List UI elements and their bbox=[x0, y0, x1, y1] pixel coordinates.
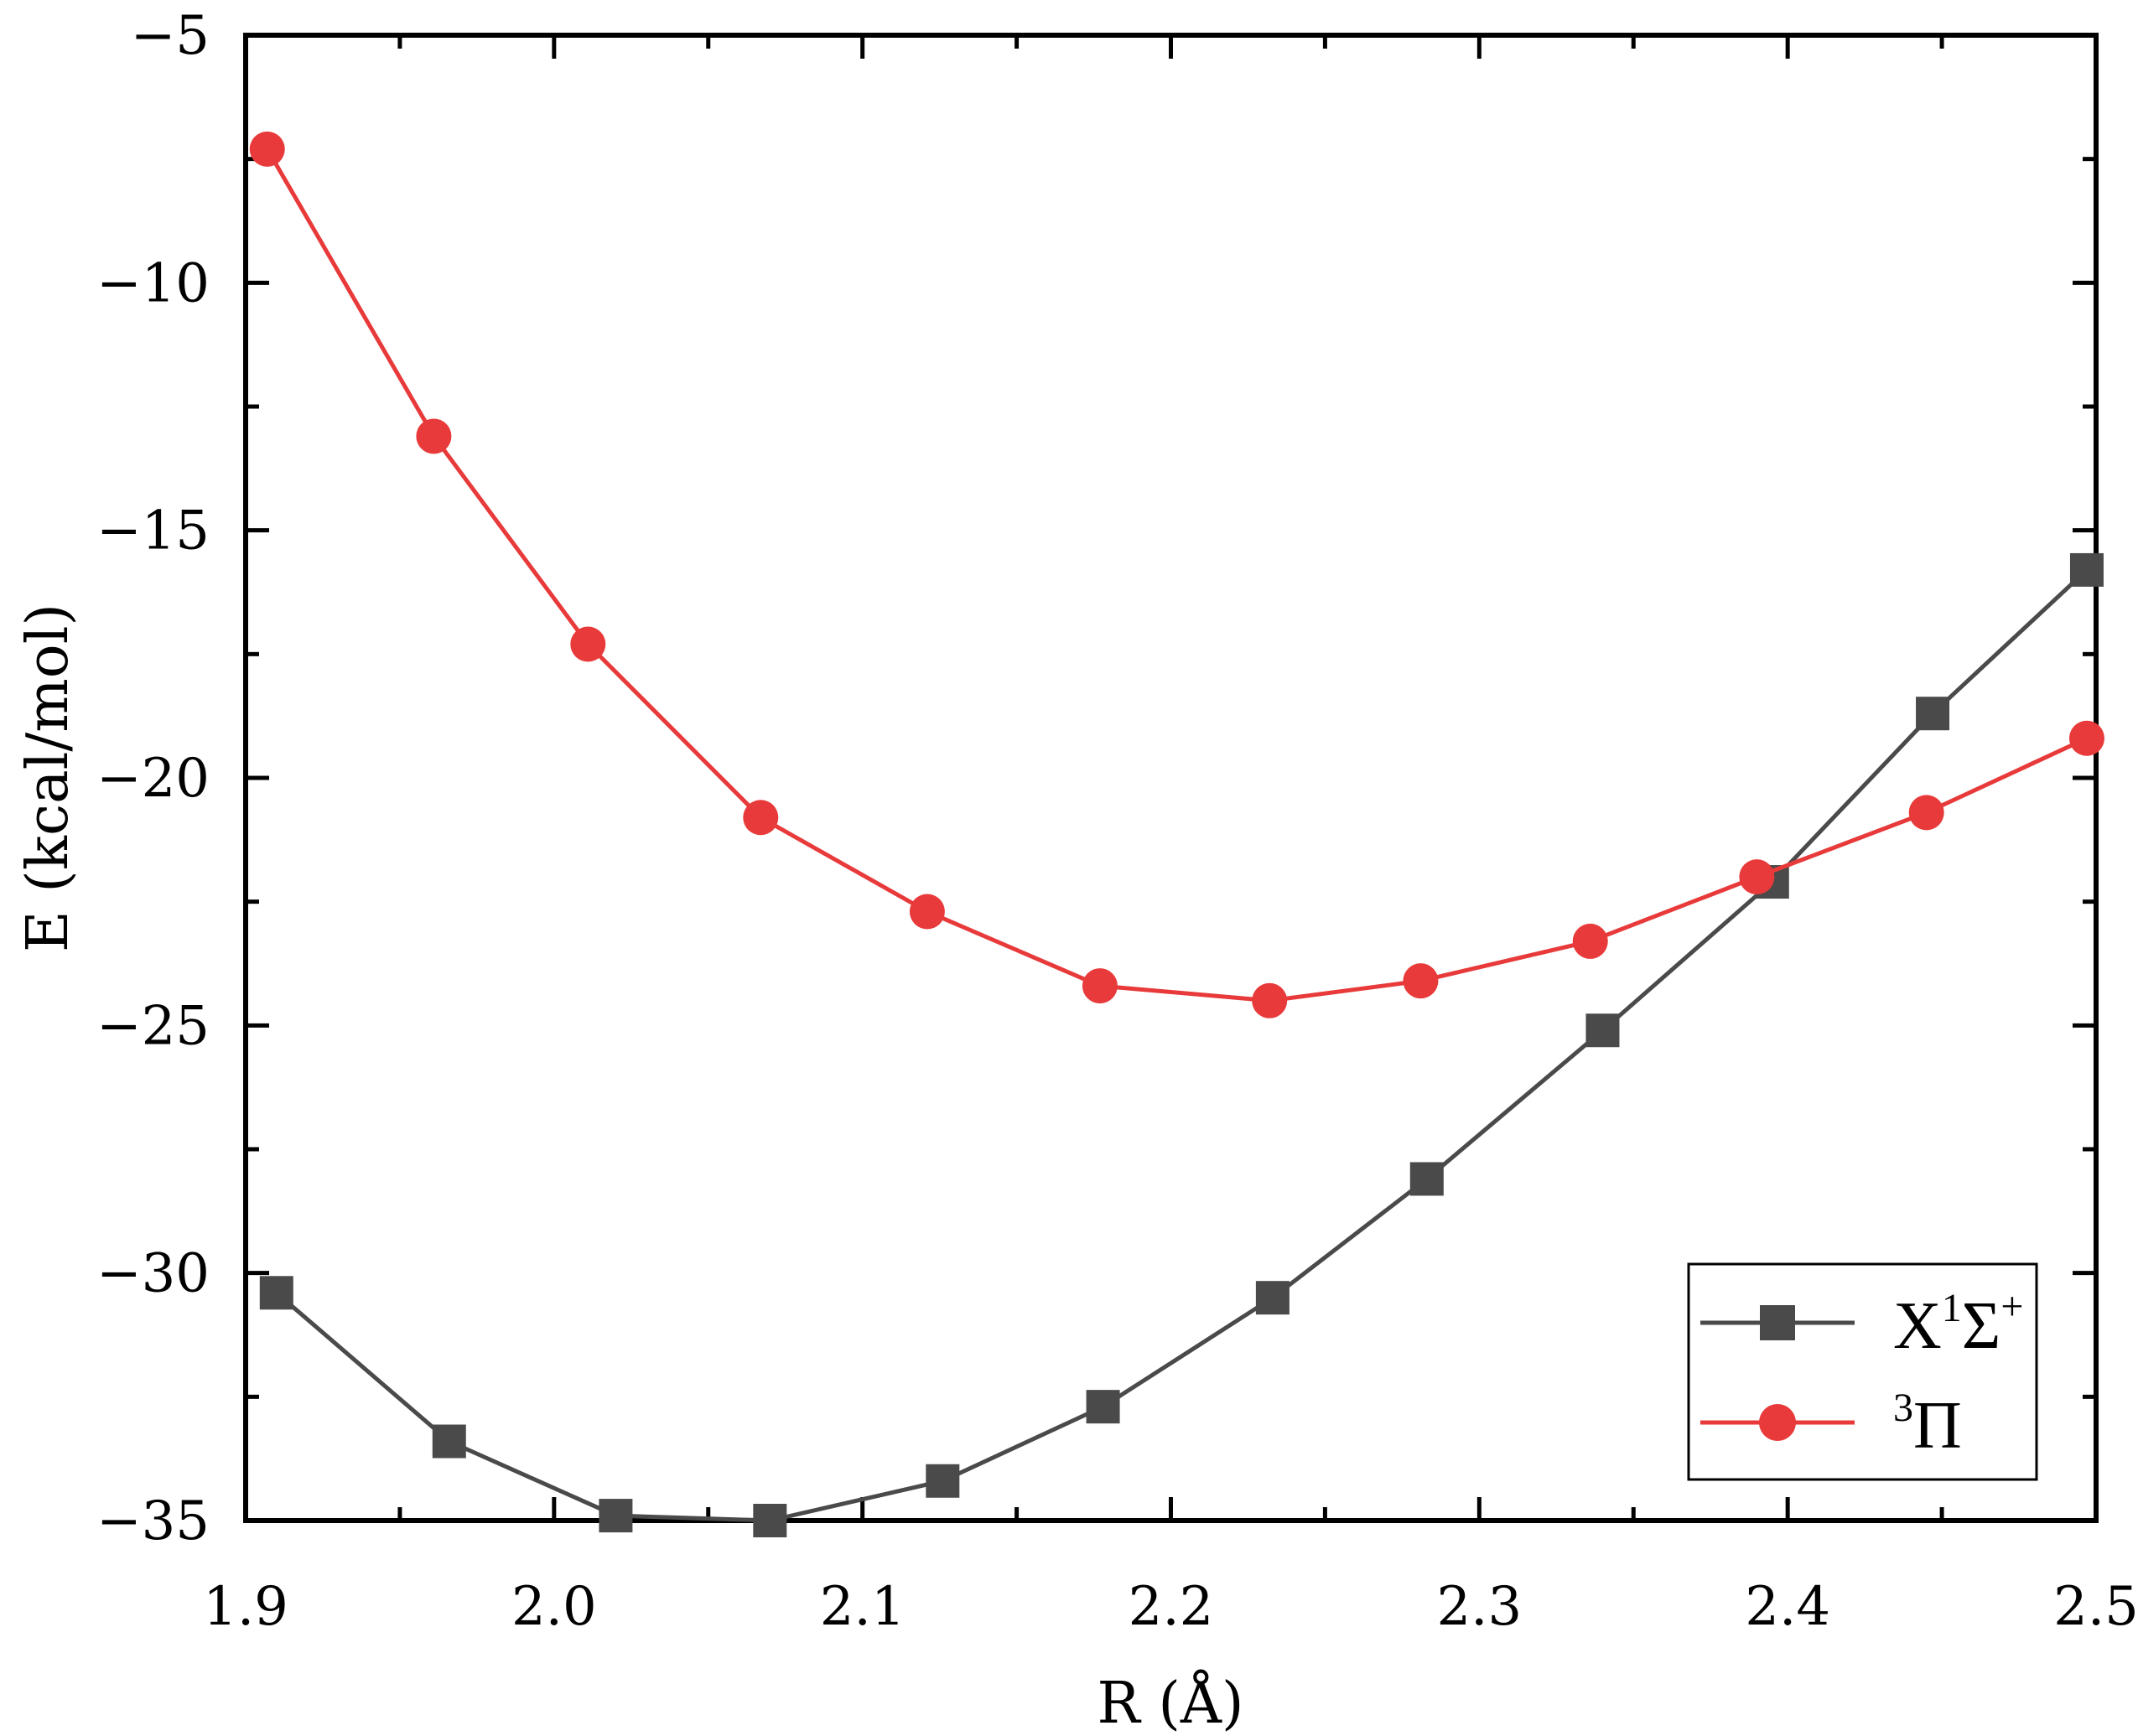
axis-ticks bbox=[243, 33, 2099, 1523]
y-tick-label: −15 bbox=[96, 500, 210, 562]
data-point-square bbox=[1409, 1162, 1444, 1196]
series-layer bbox=[249, 131, 2104, 1537]
data-point-circle bbox=[2068, 720, 2104, 756]
x-tick-label: 1.9 bbox=[203, 1576, 288, 1638]
x-axis-title: R (Å) bbox=[1098, 1670, 1244, 1736]
data-point-square bbox=[1585, 1013, 1620, 1048]
y-tick-label: −30 bbox=[96, 1243, 210, 1305]
data-point-circle bbox=[416, 418, 452, 454]
legend: X1Σ+ 3Π bbox=[1687, 1262, 2038, 1481]
y-tick-label: −20 bbox=[96, 748, 210, 810]
y-tick-labels: −5 −10 −15 −20 −25 −30 −35 bbox=[96, 5, 210, 1552]
x-tick-label: 2.0 bbox=[511, 1576, 597, 1638]
series-x1sigma bbox=[259, 552, 2104, 1537]
y-tick-label: −25 bbox=[96, 995, 210, 1057]
data-point-square bbox=[926, 1464, 960, 1498]
data-point-circle bbox=[1252, 982, 1288, 1018]
data-point-circle bbox=[1082, 968, 1118, 1004]
data-point-square bbox=[432, 1424, 466, 1459]
y-tick-label: −10 bbox=[96, 252, 210, 314]
y-tick-label: −5 bbox=[131, 5, 210, 67]
legend-marker-square bbox=[1760, 1305, 1795, 1340]
data-point-square bbox=[2069, 552, 2104, 587]
data-point-square bbox=[1916, 697, 1950, 731]
x-tick-label: 2.3 bbox=[1436, 1576, 1522, 1638]
data-point-circle bbox=[1908, 795, 1944, 831]
x-tick-label: 2.1 bbox=[820, 1576, 906, 1638]
data-point-square bbox=[753, 1504, 787, 1537]
data-point-circle bbox=[909, 894, 945, 930]
series-line bbox=[275, 568, 2089, 1523]
data-point-circle bbox=[1739, 859, 1775, 895]
series-3pi bbox=[249, 131, 2104, 1018]
data-point-circle bbox=[570, 626, 606, 662]
x-tick-labels: 1.9 2.0 2.1 2.2 2.3 2.4 2.5 bbox=[203, 1576, 2138, 1638]
y-axis-title: E (kcal/mol) bbox=[15, 604, 81, 952]
series-line bbox=[265, 148, 2089, 1003]
x-tick-label: 2.2 bbox=[1129, 1576, 1214, 1638]
data-point-square bbox=[1086, 1390, 1120, 1424]
legend-label-x1sigma: X1Σ+ bbox=[1893, 1284, 2023, 1363]
data-point-circle bbox=[1403, 963, 1439, 999]
data-point-circle bbox=[743, 800, 779, 836]
data-point-square bbox=[259, 1276, 293, 1310]
data-point-circle bbox=[249, 131, 285, 167]
legend-box bbox=[1687, 1262, 2038, 1481]
x-tick-label: 2.5 bbox=[2053, 1576, 2138, 1638]
y-tick-label: −35 bbox=[96, 1490, 210, 1552]
legend-marker-circle bbox=[1759, 1404, 1796, 1441]
data-point-circle bbox=[1572, 923, 1608, 959]
data-point-square bbox=[599, 1499, 633, 1533]
legend-label-3pi: 3Π bbox=[1893, 1386, 1962, 1463]
x-tick-label: 2.4 bbox=[1745, 1576, 1830, 1638]
data-point-square bbox=[1255, 1281, 1290, 1315]
